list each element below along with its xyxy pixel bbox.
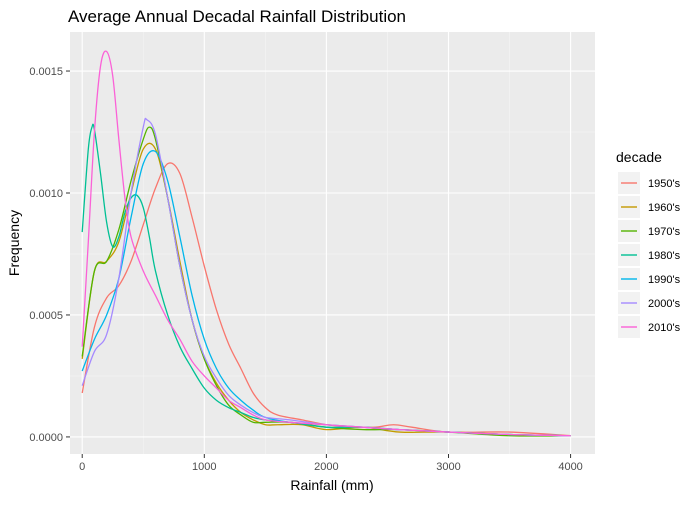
grid-major [70,32,595,454]
legend-label-1950s: 1950's [648,178,681,190]
y-axis-title: Frequency [6,210,22,276]
series-line-1950s [81,162,571,437]
x-axis-title: Rainfall (mm) [290,477,373,493]
legend-label-1980s: 1980's [648,250,681,262]
legend: decade 1950's 1960's 1970's 1980's 1990's 200… [616,149,681,338]
legend-label-2010s: 2010's [648,322,681,334]
legend-title: decade [616,149,662,165]
series-line-2010s [81,50,571,437]
legend-label-2000s: 2000's [648,298,681,310]
legend-label-1970s: 1970's [648,226,681,238]
legend-label-1990s: 1990's [648,274,681,286]
legend-label-1960s: 1960's [648,202,681,214]
y-axis: 0.0000 0.0005 0.0010 0.0015 [29,66,70,444]
grid-minor [70,32,595,454]
x-tick-label: 4000 [558,461,582,473]
x-axis: 0 1000 2000 3000 4000 [79,454,583,473]
y-tick-label: 0.0000 [29,432,63,444]
x-tick-label: 0 [79,461,85,473]
legend-items: 1950's 1960's 1970's 1980's 1990's 2000's 2010… [618,172,681,338]
series-line-1970s [81,126,571,437]
plot-panel [70,32,595,454]
y-tick-label: 0.0005 [29,310,63,322]
x-tick-label: 2000 [314,461,338,473]
y-tick-label: 0.0010 [29,188,63,200]
x-tick-label: 1000 [192,461,216,473]
series-lines [81,50,571,437]
chart-title: Average Annual Decadal Rainfall Distribu… [68,7,406,26]
x-tick-label: 3000 [436,461,460,473]
y-tick-label: 0.0015 [29,66,63,78]
